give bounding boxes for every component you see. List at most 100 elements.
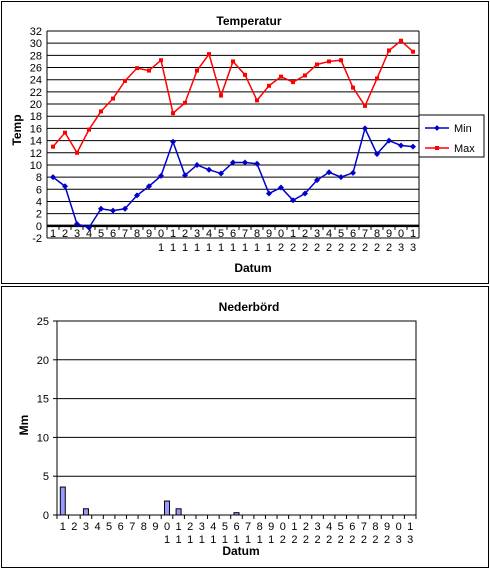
temperature-y-axis-label: Temp <box>10 114 24 145</box>
max-point <box>339 58 343 63</box>
temperature-tick-6: 6 <box>110 228 116 240</box>
temperature-y-tick: 18 <box>30 111 42 123</box>
precipitation-tick-29-tens: 2 <box>384 534 390 546</box>
precipitation-tick-16-tens: 1 <box>233 534 239 546</box>
precipitation-bar <box>82 508 89 516</box>
precipitation-bar <box>164 500 171 516</box>
temperature-tick-21-ones: 1 <box>290 228 296 240</box>
precipitation-tick-3: 3 <box>83 521 89 533</box>
max-point <box>387 48 391 53</box>
max-point <box>291 80 295 85</box>
min-point <box>218 170 224 177</box>
precipitation-y-tick: 10 <box>37 432 49 444</box>
temperature-tick-22-tens: 2 <box>302 242 308 254</box>
temperature-tick-17-tens: 1 <box>242 242 248 254</box>
min-point <box>62 183 68 190</box>
min-point <box>410 143 416 150</box>
temperature-tick-30-tens: 3 <box>398 242 404 254</box>
max-point <box>99 109 103 114</box>
temperature-y-tick: 6 <box>36 184 42 196</box>
max-point <box>63 130 67 135</box>
temperature-tick-23-ones: 3 <box>314 228 320 240</box>
precipitation-bar <box>175 508 182 516</box>
precipitation-chart-panel: Nederbörd Datum Mm 0 5 10 15 20 25 1 2 3 4 5 6 7 8 9 0 1… <box>1 286 489 568</box>
temperature-tick-26-ones: 6 <box>350 228 356 240</box>
max-point <box>351 85 355 90</box>
min-point <box>122 205 128 212</box>
precipitation-tick-27-ones: 7 <box>361 521 367 533</box>
precipitation-tick-16-ones: 6 <box>233 521 239 533</box>
min-point <box>206 166 212 173</box>
temperature-y-tick: 30 <box>30 38 42 50</box>
max-point <box>171 111 175 116</box>
max-point <box>327 59 331 64</box>
temperature-tick-28-tens: 2 <box>374 242 380 254</box>
temperature-tick-26-tens: 2 <box>350 242 356 254</box>
temperature-tick-31-ones: 1 <box>410 228 416 240</box>
temperature-y-tick: 14 <box>30 136 42 148</box>
temperature-y-tick: 8 <box>36 172 42 184</box>
temperature-tick-30-ones: 0 <box>398 228 404 240</box>
temperature-y-tick: 28 <box>30 50 42 62</box>
temperature-tick-1: 1 <box>50 228 56 240</box>
precipitation-tick-30-tens: 3 <box>396 534 402 546</box>
temperature-tick-13-tens: 1 <box>194 242 200 254</box>
precipitation-tick-15-ones: 5 <box>222 521 228 533</box>
temperature-tick-25-tens: 2 <box>338 242 344 254</box>
max-point <box>75 150 79 155</box>
precipitation-tick-25-tens: 2 <box>338 534 344 546</box>
temperature-chart-panel: Temperatur Datum Temp Min Max -2 0 2 4 6 8 10 1… <box>1 1 489 284</box>
precipitation-x-axis-label: Datum <box>222 544 259 558</box>
min-point <box>146 183 152 190</box>
precipitation-tick-4: 4 <box>94 521 100 533</box>
precipitation-tick-20-tens: 2 <box>280 534 286 546</box>
legend-marker-min <box>434 125 440 131</box>
precipitation-tick-24-tens: 2 <box>326 534 332 546</box>
temperature-y-tick: 24 <box>30 75 42 87</box>
legend-label-max: Max <box>454 143 475 155</box>
precipitation-tick-21-tens: 2 <box>291 534 297 546</box>
temperature-tick-23-tens: 2 <box>314 242 320 254</box>
precipitation-tick-22-ones: 2 <box>303 521 309 533</box>
min-point <box>158 172 164 179</box>
max-point <box>243 72 247 77</box>
precipitation-tick-21-ones: 1 <box>291 521 297 533</box>
temperature-y-tick: 4 <box>36 196 42 208</box>
temperature-tick-18-ones: 8 <box>254 228 260 240</box>
temperature-tick-27-tens: 2 <box>362 242 368 254</box>
temperature-tick-16-ones: 6 <box>230 228 236 240</box>
precipitation-tick-31-ones: 1 <box>407 521 413 533</box>
temperature-tick-19-tens: 1 <box>266 242 272 254</box>
temperature-tick-18-tens: 1 <box>254 242 260 254</box>
precipitation-tick-8: 8 <box>141 521 147 533</box>
temperature-tick-9: 9 <box>146 228 152 240</box>
temperature-chart-title: Temperatur <box>216 14 281 28</box>
min-point <box>98 205 104 212</box>
temperature-tick-7: 7 <box>122 228 128 240</box>
temperature-y-tick: 26 <box>30 63 42 75</box>
max-point <box>147 68 151 73</box>
max-point <box>183 100 187 105</box>
min-point <box>386 137 392 144</box>
min-point <box>290 197 296 204</box>
temperature-tick-29-tens: 2 <box>386 242 392 254</box>
temperature-tick-2: 2 <box>62 228 68 240</box>
temperature-tick-3: 3 <box>74 228 80 240</box>
temperature-tick-24-ones: 4 <box>326 228 332 240</box>
precipitation-tick-10-tens: 1 <box>164 534 170 546</box>
min-point <box>326 169 332 176</box>
max-point <box>159 58 163 63</box>
temperature-x-axis-label: Datum <box>234 261 271 275</box>
precipitation-tick-27-tens: 2 <box>361 534 367 546</box>
temperature-tick-14-tens: 1 <box>206 242 212 254</box>
min-point <box>302 190 308 197</box>
precipitation-tick-17-tens: 1 <box>245 534 251 546</box>
precipitation-tick-18-tens: 1 <box>257 534 263 546</box>
precipitation-tick-6: 6 <box>118 521 124 533</box>
precipitation-tick-12-ones: 2 <box>187 521 193 533</box>
max-point <box>111 96 115 101</box>
temperature-legend: Min Max <box>418 114 485 158</box>
